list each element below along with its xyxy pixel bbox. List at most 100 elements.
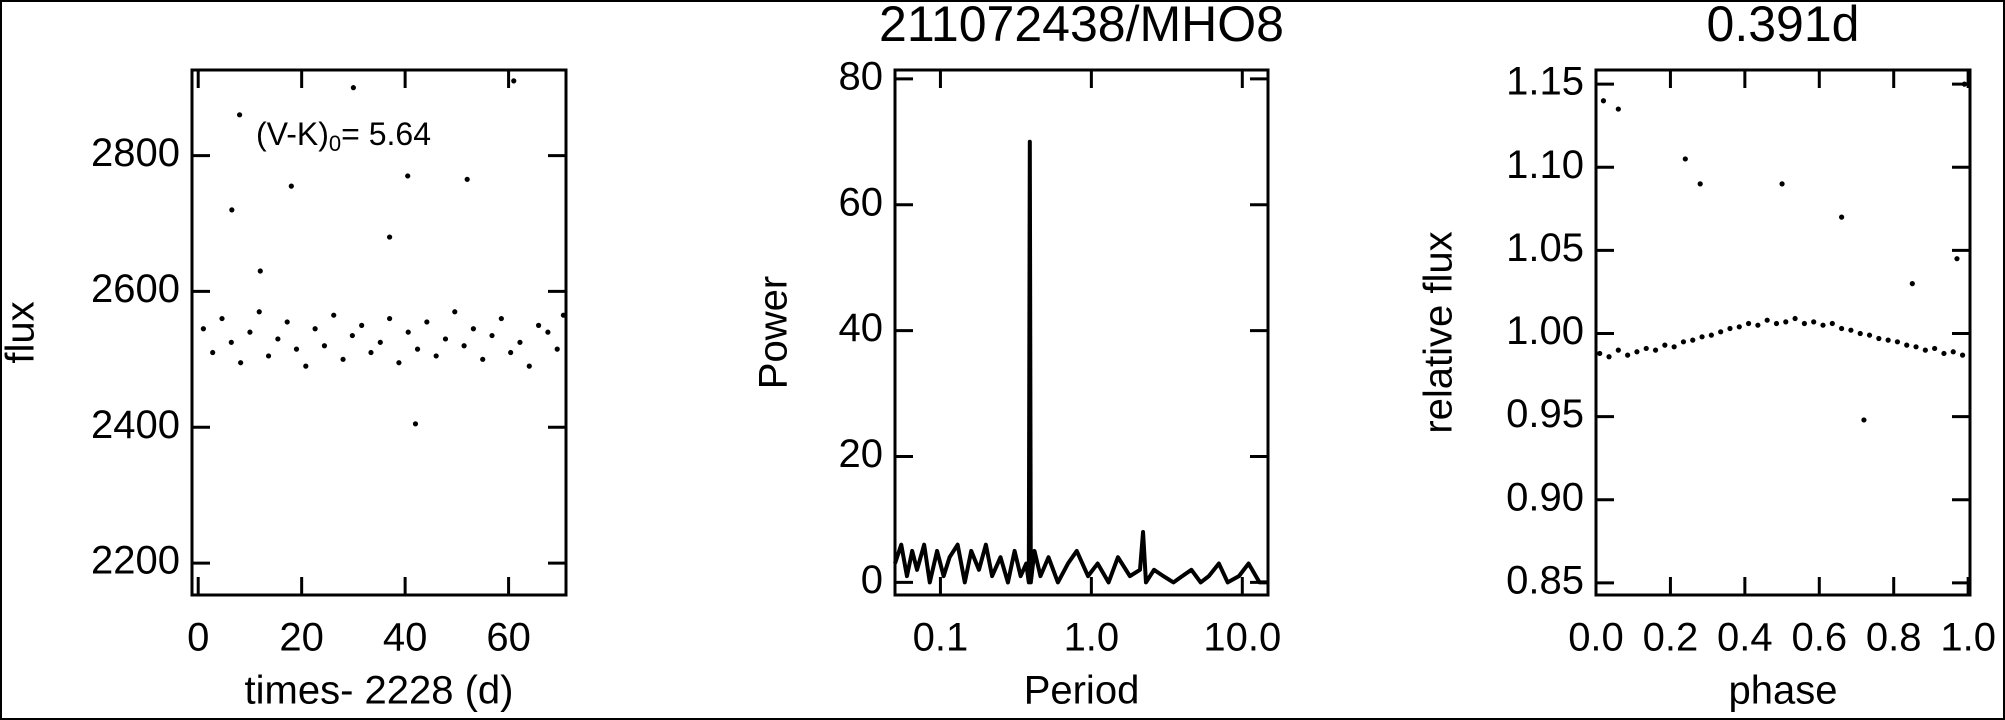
data-point <box>1894 339 1901 345</box>
y-tick-label: 20 <box>839 432 884 476</box>
data-point <box>396 360 402 366</box>
data-point <box>1811 319 1817 325</box>
y-tick-label: 2200 <box>91 539 180 583</box>
data-point <box>1755 322 1761 328</box>
annotation: (V-K)0= 5.64 <box>256 116 431 155</box>
data-point <box>1783 319 1789 325</box>
data-point <box>387 234 393 240</box>
data-point <box>247 329 253 335</box>
data-point <box>511 78 517 84</box>
data-point <box>1861 417 1867 423</box>
x-axis-label: phase <box>1729 669 1838 713</box>
data-point <box>1959 352 1966 358</box>
data-point <box>1600 98 1607 104</box>
data-point <box>1954 256 1960 262</box>
data-point <box>1839 325 1845 332</box>
data-point <box>470 326 477 332</box>
data-point <box>1680 339 1687 345</box>
data-point <box>1913 344 1919 350</box>
y-tick-label: 0.85 <box>1506 558 1584 602</box>
data-point <box>293 346 300 352</box>
data-point <box>508 349 514 356</box>
y-axis-label: flux <box>0 301 43 363</box>
periodogram-line <box>893 139 1268 585</box>
data-point <box>210 349 216 356</box>
data-point <box>1682 156 1688 162</box>
data-point <box>1922 347 1928 353</box>
data-point <box>424 319 430 325</box>
plot-frame <box>893 68 1270 597</box>
data-point <box>1697 181 1703 187</box>
data-point <box>1961 81 1968 87</box>
data-point <box>1718 329 1724 335</box>
data-point <box>1643 345 1649 352</box>
data-point <box>452 309 458 315</box>
data-point <box>480 356 486 362</box>
y-tick-label: 0.90 <box>1506 475 1584 519</box>
data-point <box>1708 332 1714 338</box>
data-point <box>284 319 290 325</box>
data-point <box>368 349 374 356</box>
data-point <box>461 343 467 349</box>
x-tick-label: 0.2 <box>1643 616 1699 660</box>
data-point <box>1690 337 1696 343</box>
data-point <box>405 173 411 179</box>
data-point <box>1801 320 1807 327</box>
data-point <box>1876 335 1882 342</box>
data-point <box>1699 334 1705 340</box>
data-point <box>229 207 235 213</box>
data-point <box>331 312 337 318</box>
data-point <box>238 360 244 366</box>
data-point <box>442 336 449 342</box>
data-point <box>1615 106 1621 112</box>
data-point <box>1662 342 1668 348</box>
x-tick-label: 0.4 <box>1717 616 1773 660</box>
data-point <box>554 346 560 352</box>
data-point <box>1848 327 1854 333</box>
data-point <box>545 329 551 335</box>
x-tick-label: 1.0 <box>1064 616 1120 660</box>
data-point <box>321 343 328 349</box>
x-tick-label: 0.6 <box>1791 616 1847 660</box>
x-tick-label: 0.8 <box>1866 616 1922 660</box>
data-point <box>560 312 567 318</box>
annotation-subscript: 0 <box>329 131 341 156</box>
chart-title: 0.391d <box>1707 0 1860 52</box>
data-point <box>526 363 532 369</box>
data-point <box>1820 322 1826 328</box>
data-point <box>312 326 318 332</box>
data-point <box>275 336 281 342</box>
data-point <box>359 322 365 328</box>
data-point <box>517 339 523 345</box>
data-point <box>1792 315 1798 322</box>
x-tick-label: 0.1 <box>913 616 969 660</box>
plot-frame <box>190 68 568 597</box>
data-point <box>489 332 495 339</box>
data-point <box>219 315 225 322</box>
y-axis-label: Power <box>752 276 796 389</box>
data-point <box>535 322 542 328</box>
data-point <box>1736 324 1742 330</box>
data-point <box>405 329 411 335</box>
x-tick-label: 0.0 <box>1568 616 1624 660</box>
data-point <box>256 309 262 315</box>
data-point <box>228 339 234 345</box>
data-point <box>1829 320 1835 327</box>
x-axis-label: Period <box>1024 669 1140 713</box>
y-axis-label: relative flux <box>1417 231 1461 433</box>
x-tick-label: 40 <box>383 616 428 660</box>
data-point <box>1857 330 1863 337</box>
data-point <box>340 356 346 362</box>
data-point <box>1652 347 1659 353</box>
data-point <box>200 326 206 332</box>
data-point <box>236 112 243 118</box>
data-point <box>1885 337 1891 343</box>
y-tick-label: 2400 <box>91 403 180 447</box>
data-point <box>1606 354 1612 360</box>
x-tick-label: 1.0 <box>1940 616 1996 660</box>
data-point <box>1950 349 1956 355</box>
x-tick-label: 20 <box>279 616 324 660</box>
y-tick-label: 0 <box>861 558 883 602</box>
